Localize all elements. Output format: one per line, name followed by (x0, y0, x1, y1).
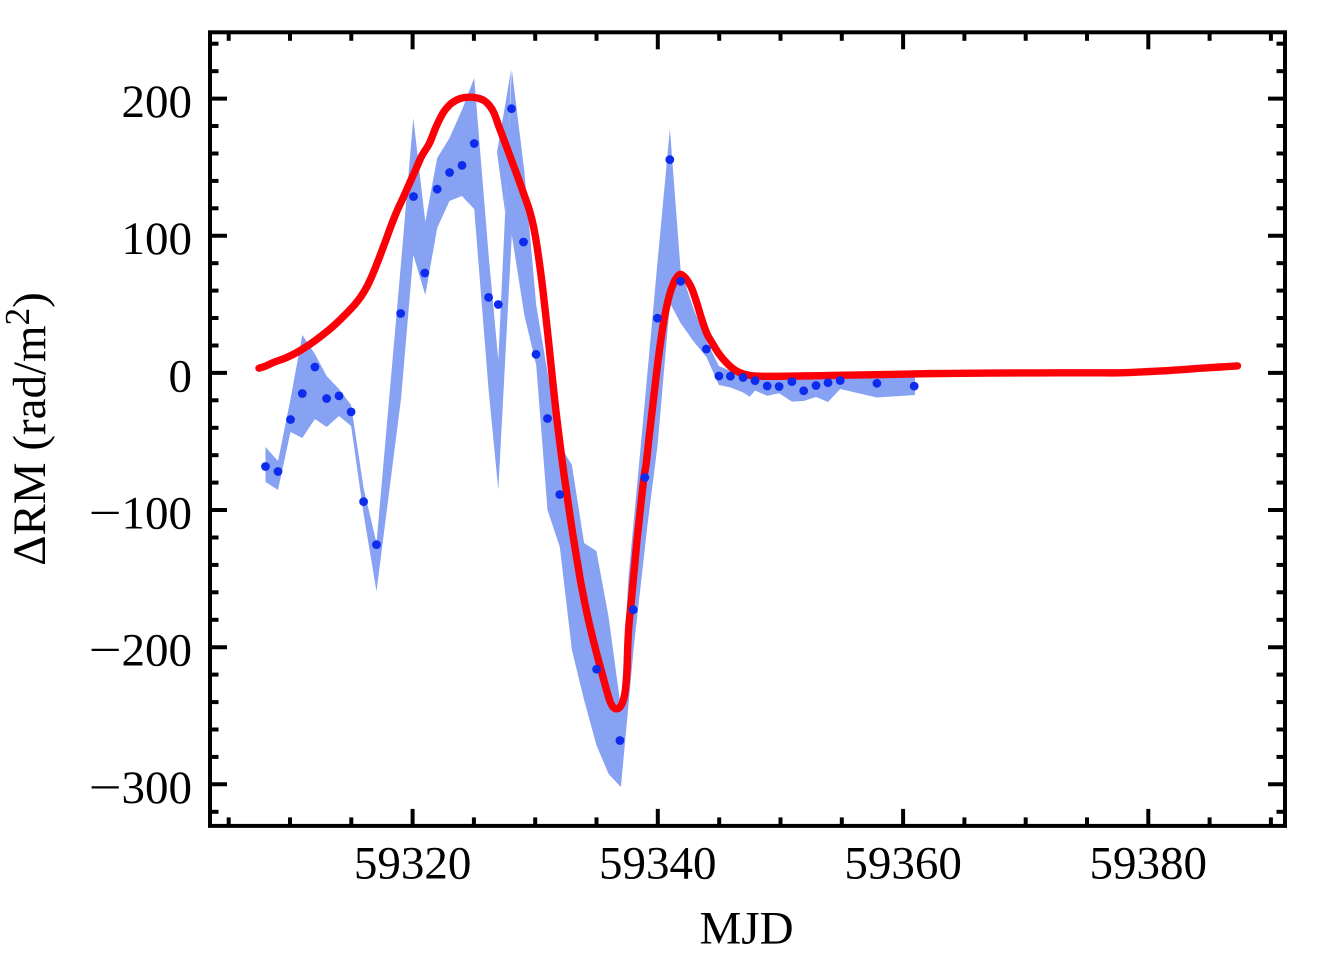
svg-text:−200: −200 (89, 625, 193, 677)
svg-text:59360: 59360 (844, 838, 962, 890)
svg-text:−100: −100 (89, 488, 193, 540)
svg-text:MJD: MJD (699, 903, 793, 955)
svg-text:0: 0 (169, 350, 193, 402)
svg-text:100: 100 (122, 213, 193, 265)
svg-text:59320: 59320 (354, 838, 472, 890)
svg-text:−300: −300 (89, 762, 193, 814)
svg-text:ΔRM (rad/m2): ΔRM (rad/m2) (0, 292, 56, 566)
svg-text:59340: 59340 (599, 838, 717, 890)
svg-text:59380: 59380 (1090, 838, 1208, 890)
svg-text:200: 200 (122, 76, 193, 128)
